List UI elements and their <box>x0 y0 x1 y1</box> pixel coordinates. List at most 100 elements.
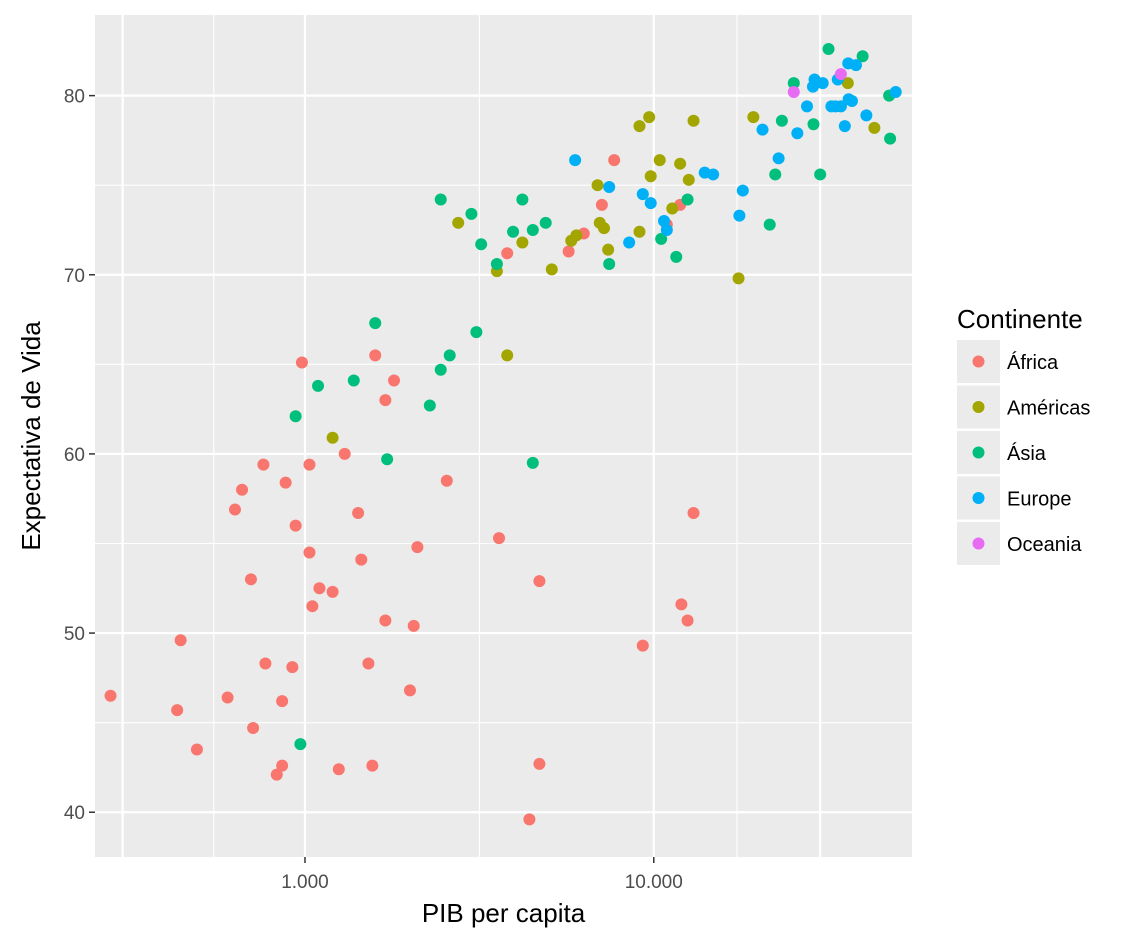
data-point <box>221 691 234 704</box>
data-point <box>834 68 847 81</box>
data-point <box>257 458 270 471</box>
data-point <box>289 410 302 423</box>
data-point <box>270 768 283 781</box>
data-point <box>736 184 749 197</box>
data-point <box>733 209 746 222</box>
data-point <box>603 258 616 271</box>
legend-title: Continente <box>957 304 1083 334</box>
data-point <box>443 349 456 362</box>
legend-key-dot <box>972 537 985 550</box>
data-point <box>644 170 657 183</box>
data-point <box>440 474 453 487</box>
y-tick-label: 60 <box>64 445 85 466</box>
data-point <box>787 77 800 90</box>
data-point <box>569 154 582 167</box>
legend-key-dot <box>972 446 985 459</box>
data-point <box>174 634 187 647</box>
legend-items: África Américas Ásia Europe Oceania <box>957 340 1090 565</box>
data-point <box>747 111 760 124</box>
data-point <box>347 374 360 387</box>
data-point <box>598 222 611 235</box>
data-point <box>814 168 827 181</box>
data-point <box>763 218 776 231</box>
data-point <box>501 349 514 362</box>
data-point <box>849 59 862 72</box>
data-point <box>475 238 488 251</box>
data-point <box>279 476 292 489</box>
data-point <box>523 813 536 826</box>
data-point <box>247 722 260 735</box>
y-axis-title: Expectativa de Vida <box>16 321 46 551</box>
y-tick-label: 50 <box>64 624 85 645</box>
data-point <box>660 223 673 236</box>
legend-item: Ásia <box>957 431 1047 474</box>
data-point <box>286 661 299 674</box>
y-tick-label: 80 <box>64 87 85 108</box>
data-point <box>868 121 881 134</box>
series-Oceania <box>787 68 847 99</box>
data-point <box>465 207 478 220</box>
data-point <box>681 614 694 627</box>
data-point <box>681 193 694 206</box>
major-gridlines <box>95 15 912 857</box>
x-tick-label: 1.000 <box>281 872 329 893</box>
x-tick-label: 10.000 <box>625 872 683 893</box>
y-tick-label: 70 <box>64 266 85 287</box>
data-point <box>636 639 649 652</box>
data-point <box>545 263 558 276</box>
data-point <box>856 50 869 63</box>
data-point <box>493 532 506 545</box>
x-axis-title: PIB per capita <box>422 898 586 928</box>
plot-panel-background <box>95 15 912 857</box>
data-point <box>655 232 668 245</box>
data-point <box>687 114 700 127</box>
legend-label: Europe <box>1007 489 1072 511</box>
data-point <box>834 100 847 113</box>
data-point <box>407 619 420 632</box>
data-point <box>707 168 720 181</box>
data-point <box>369 349 382 362</box>
data-point <box>636 188 649 201</box>
data-point <box>666 202 679 215</box>
legend-label: Américas <box>1007 398 1090 420</box>
data-point <box>332 763 345 776</box>
data-point <box>608 154 621 167</box>
data-point <box>490 258 503 271</box>
legend-item: África <box>957 340 1059 383</box>
data-point <box>236 483 249 496</box>
minor-gridlines <box>95 15 912 857</box>
legend: Continente África Américas Ásia Europe Ocean… <box>957 304 1090 565</box>
data-point <box>674 157 687 170</box>
data-point <box>366 759 379 772</box>
data-point <box>352 507 365 520</box>
data-point <box>602 243 615 256</box>
y-axis-ticks: 40 50 60 70 80 <box>64 87 95 824</box>
data-point <box>259 657 272 670</box>
data-point <box>381 453 394 466</box>
data-point <box>816 77 829 90</box>
data-point <box>326 585 339 598</box>
data-point <box>756 123 769 136</box>
x-axis-ticks: 1.000 10.000 <box>281 857 683 893</box>
data-point <box>822 43 835 56</box>
data-point <box>369 317 382 330</box>
data-point <box>539 216 552 229</box>
y-tick-label: 40 <box>64 803 85 824</box>
data-point <box>801 100 814 113</box>
data-point <box>294 738 307 751</box>
data-point <box>772 152 785 165</box>
data-points <box>104 43 902 826</box>
data-point <box>171 704 184 717</box>
data-point <box>526 456 539 469</box>
data-point <box>516 193 529 206</box>
data-point <box>379 394 392 407</box>
data-point <box>860 109 873 122</box>
data-point <box>889 86 902 99</box>
data-point <box>452 216 465 229</box>
data-point <box>845 94 858 107</box>
data-point <box>388 374 401 387</box>
series-Ásia <box>289 43 897 751</box>
data-point <box>595 198 608 211</box>
data-point <box>276 695 289 708</box>
legend-item: Américas <box>957 385 1090 429</box>
